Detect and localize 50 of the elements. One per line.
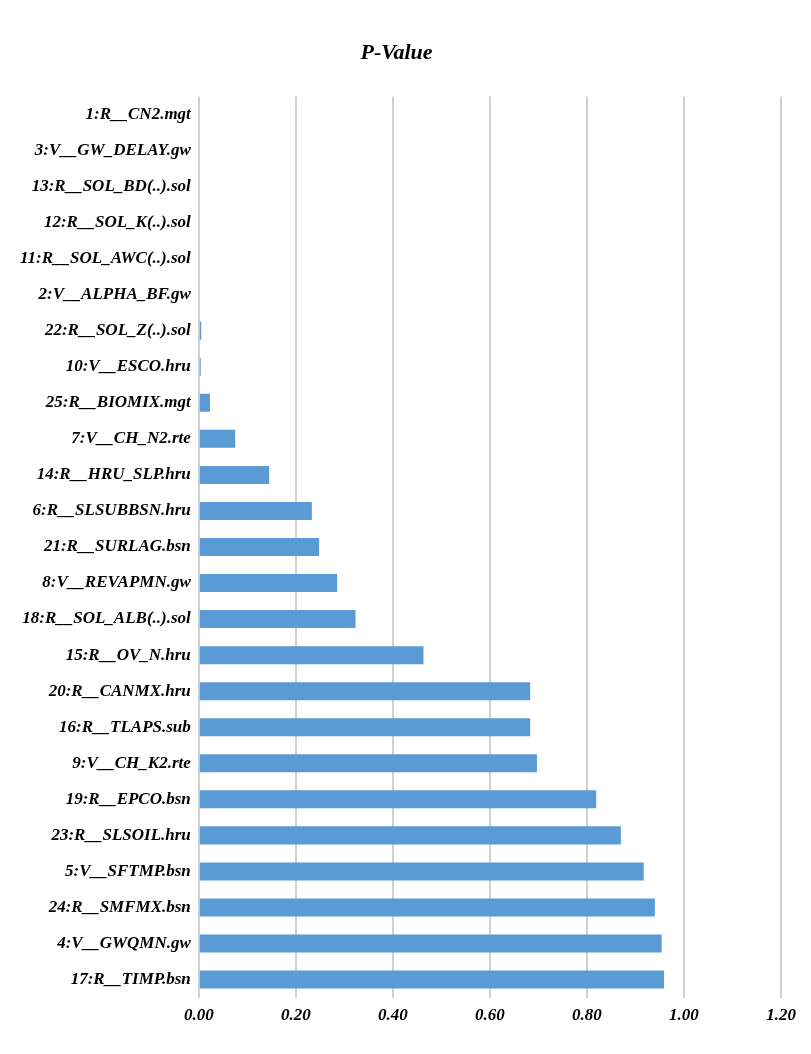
x-tick-label: 1.00 (669, 1005, 700, 1025)
y-tick-label: 11:R__SOL_AWC(..).sol (19, 248, 192, 268)
bar (199, 574, 338, 593)
y-tick-label: 6:R__SLSUBBSN.hru (32, 500, 191, 520)
x-tick-label: 1.20 (766, 1005, 797, 1025)
bar (199, 610, 356, 629)
y-tick-label: 25:R__BIOMIX.mgt (44, 392, 193, 412)
bar (199, 826, 621, 845)
bar (199, 898, 655, 917)
y-tick-label: 15:R__OV_N.hru (65, 644, 191, 664)
y-tick-label: 23:R__SLSOIL.hru (50, 824, 191, 844)
y-tick-label: 8:V__REVAPMN.gw (42, 572, 192, 592)
bar (199, 934, 662, 953)
y-tick-label: 10:V__ESCO.hru (65, 356, 191, 376)
x-tick-label: 0.20 (280, 1005, 312, 1025)
y-tick-label: 21:R__SURLAG.bsn (42, 536, 191, 556)
y-tick-label: 16:R__TLAPS.sub (59, 716, 191, 736)
bar (199, 718, 531, 737)
y-tick-label: 7:V__CH_N2.rte (71, 428, 192, 448)
y-tick-label: 17:R__TIMP.bsn (70, 968, 191, 988)
x-tick-label: 0.80 (572, 1005, 603, 1025)
bar (199, 970, 665, 989)
chart-title: P-Value (359, 38, 433, 64)
y-tick-label: 3:V__GW_DELAY.gw (33, 139, 192, 159)
y-tick-label: 2:V__ALPHA_BF.gw (37, 284, 192, 304)
bar (199, 790, 597, 809)
x-tick-label: 0.40 (378, 1005, 409, 1025)
x-tick-label: 0.60 (475, 1005, 506, 1025)
bar (199, 754, 537, 773)
y-tick-label: 18:R__SOL_ALB(..).sol (22, 608, 192, 628)
bar (199, 501, 312, 520)
y-tick-label: 13:R__SOL_BD(..).sol (31, 175, 192, 195)
y-tick-label: 19:R__EPCO.bsn (65, 788, 191, 808)
y-tick-label: 14:R__HRU_SLP.hru (36, 464, 191, 484)
bar (199, 537, 320, 557)
bar (199, 429, 236, 448)
x-tick-label: 0.00 (183, 1005, 215, 1025)
y-tick-label: 20:R__CANMX.hru (47, 680, 191, 700)
y-tick-label: 22:R__SOL_Z(..).sol (43, 320, 192, 340)
y-tick-label: 24:R__SMFMX.bsn (47, 896, 191, 916)
bar (199, 393, 210, 412)
y-tick-label: 12:R__SOL_K(..).sol (43, 211, 192, 231)
y-tick-label: 5:V__SFTMP.bsn (65, 860, 191, 880)
bar (199, 465, 270, 484)
bar (199, 682, 531, 701)
y-tick-label: 4:V__GWQMN.gw (56, 932, 192, 952)
y-tick-label: 1:R__CN2.mgt (85, 103, 193, 123)
bar (199, 862, 644, 881)
bar (199, 646, 424, 665)
y-tick-label: 9:V__CH_K2.rte (72, 752, 192, 772)
